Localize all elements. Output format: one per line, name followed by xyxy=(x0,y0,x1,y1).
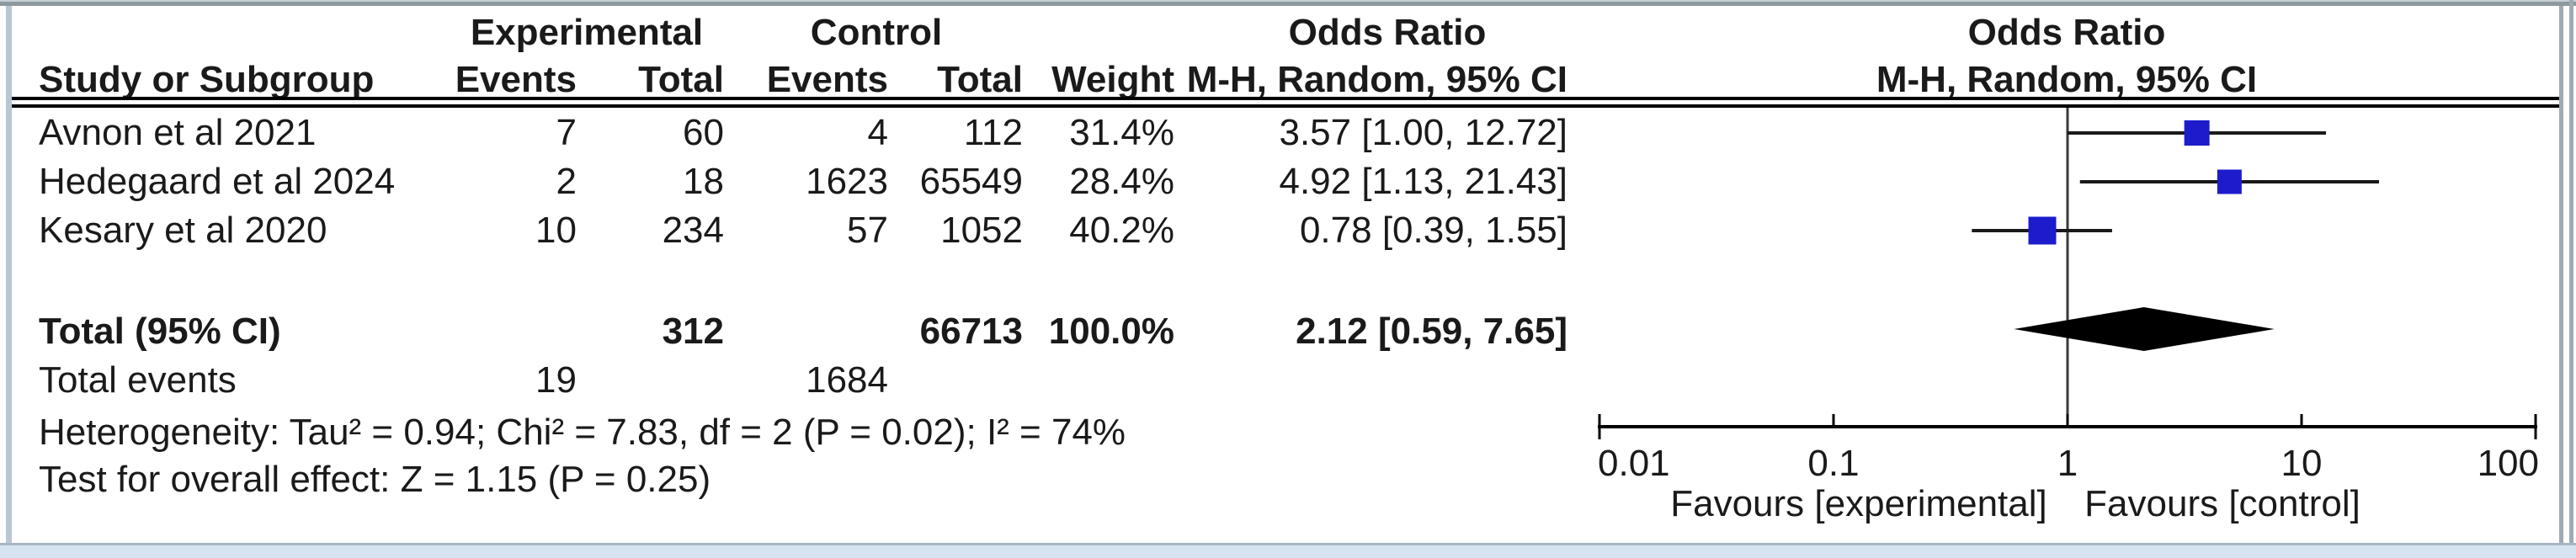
total-ctrl-total: 66713 xyxy=(919,311,1023,352)
total-events-ctrl: 1684 xyxy=(806,359,888,401)
weight: 31.4% xyxy=(1069,112,1174,153)
col-header-ctrl-total: Total xyxy=(937,59,1023,100)
axis-tick-label: 10 xyxy=(2281,443,2323,484)
header-separator-rule xyxy=(12,97,2559,108)
or-ci: 0.78 [0.39, 1.55] xyxy=(1299,210,1567,251)
heterogeneity-stats: Heterogeneity: Tau² = 0.94; Chi² = 7.83,… xyxy=(39,412,1126,453)
ctrl-total: 1052 xyxy=(940,210,1023,251)
plot-header-mh-ci: M-H, Random, 95% CI xyxy=(1876,59,2258,100)
axis-tick xyxy=(2534,414,2537,439)
x-axis-line xyxy=(1598,425,2537,428)
axis-tick-label: 0.01 xyxy=(1598,443,1670,484)
window-border-top-highlight xyxy=(0,0,2576,2)
exp-events: 2 xyxy=(556,161,577,202)
col-header-mh-ci: M-H, Random, 95% CI xyxy=(1186,59,1567,100)
window-border-top xyxy=(0,2,2576,6)
group-header-experimental: Experimental xyxy=(470,12,704,53)
plot-header-odds-ratio: Odds Ratio xyxy=(1967,12,2166,53)
study-name: Hedegaard et al 2024 xyxy=(39,161,396,202)
ctrl-events: 4 xyxy=(867,112,888,153)
study-square xyxy=(2184,120,2210,146)
total-row-label: Total (95% CI) xyxy=(39,311,281,352)
ci-line xyxy=(2068,131,2327,135)
study-name: Avnon et al 2021 xyxy=(39,112,317,153)
exp-total: 234 xyxy=(662,210,724,251)
window-border-right-inner xyxy=(2559,6,2563,543)
no-effect-line xyxy=(2066,108,2069,428)
window-border-bottom-line xyxy=(0,543,2576,545)
exp-events: 10 xyxy=(535,210,577,251)
axis-tick xyxy=(1598,414,1601,439)
favours-experimental-label: Favours [experimental] xyxy=(1670,483,2047,524)
total-events-label: Total events xyxy=(39,359,237,401)
exp-total: 60 xyxy=(683,112,724,153)
study-name: Kesary et al 2020 xyxy=(39,210,327,251)
exp-events: 7 xyxy=(556,112,577,153)
summary-diamond xyxy=(2014,307,2275,351)
total-exp-total: 312 xyxy=(662,311,724,352)
axis-tick-label: 1 xyxy=(2057,443,2078,484)
total-events-exp: 19 xyxy=(535,359,577,401)
axis-tick xyxy=(2300,414,2303,428)
or-ci: 4.92 [1.13, 21.43] xyxy=(1279,161,1567,202)
axis-tick-label: 100 xyxy=(2477,443,2539,484)
ci-line xyxy=(2079,180,2380,183)
col-header-weight: Weight xyxy=(1051,59,1174,100)
window-border-bottom xyxy=(0,545,2576,558)
col-header-study: Study or Subgroup xyxy=(39,59,375,100)
ctrl-events: 1623 xyxy=(806,161,888,202)
group-header-odds-ratio: Odds Ratio xyxy=(1288,12,1487,53)
study-square xyxy=(2028,216,2057,245)
col-header-exp-total: Total xyxy=(638,59,724,100)
ctrl-events: 57 xyxy=(847,210,888,251)
total-weight: 100.0% xyxy=(1048,311,1174,352)
overall-effect-test: Test for overall effect: Z = 1.15 (P = 0… xyxy=(39,459,711,500)
total-or-ci: 2.12 [0.59, 7.65] xyxy=(1296,311,1567,352)
window-border-right-outer xyxy=(2569,0,2573,558)
ci-line xyxy=(1972,229,2112,232)
or-ci: 3.57 [1.00, 12.72] xyxy=(1279,112,1567,153)
exp-total: 18 xyxy=(683,161,724,202)
axis-tick xyxy=(1832,414,1835,428)
col-header-ctrl-events: Events xyxy=(766,59,888,100)
study-square xyxy=(2217,169,2242,194)
axis-tick xyxy=(2066,414,2069,428)
weight: 28.4% xyxy=(1069,161,1174,202)
favours-control-label: Favours [control] xyxy=(2084,483,2360,524)
window-border-left xyxy=(6,6,12,543)
axis-tick-label: 0.1 xyxy=(1807,443,1860,484)
weight: 40.2% xyxy=(1069,210,1174,251)
ctrl-total: 65549 xyxy=(919,161,1023,202)
ctrl-total: 112 xyxy=(963,112,1023,153)
group-header-control: Control xyxy=(810,12,943,53)
col-header-exp-events: Events xyxy=(455,59,577,100)
